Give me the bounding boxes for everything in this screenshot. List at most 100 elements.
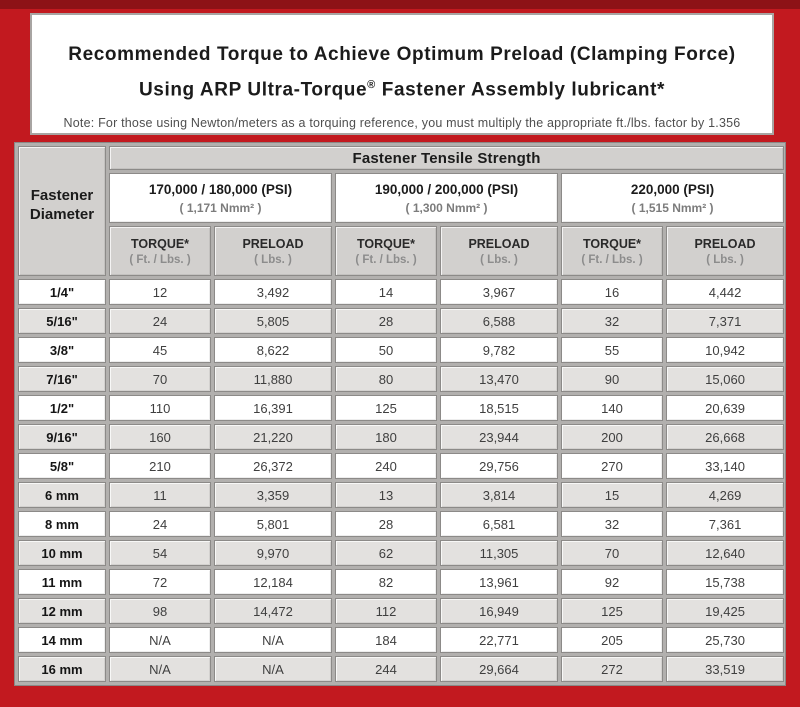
preload-value-cell: 6,588 (440, 308, 558, 334)
preload-value-cell: 29,756 (440, 453, 558, 479)
diameter-cell: 14 mm (18, 627, 106, 653)
diameter-cell: 5/8" (18, 453, 106, 479)
preload-column-header-170: PRELOAD ( Lbs. ) (214, 226, 332, 276)
preload-value-cell: 7,361 (666, 511, 785, 537)
torque-value-cell: 180 (335, 424, 437, 450)
diameter-cell: 5/16" (18, 308, 106, 334)
preload-value-cell: 5,801 (214, 511, 332, 537)
torque-value-cell: N/A (109, 627, 211, 653)
table-row: 11 mm 72 12,184 82 13,961 92 15,738 (18, 569, 785, 595)
torque-value-cell: 14 (335, 279, 437, 305)
diameter-cell: 16 mm (18, 656, 106, 682)
table-row: 1/4" 12 3,492 14 3,967 16 4,442 (18, 279, 785, 305)
torque-value-cell: 70 (561, 540, 663, 566)
page-title-line1: Recommended Torque to Achieve Optimum Pr… (68, 44, 736, 65)
preload-value-cell: 16,949 (440, 598, 558, 624)
torque-value-cell: 244 (335, 656, 437, 682)
table-row: 1/2" 110 16,391 125 18,515 140 20,639 (18, 395, 785, 421)
torque-value-cell: 32 (561, 308, 663, 334)
torque-value-cell: 11 (109, 482, 211, 508)
diameter-cell: 7/16" (18, 366, 106, 392)
torque-column-header-220: TORQUE* ( Ft. / Lbs. ) (561, 226, 663, 276)
top-dark-strip (0, 0, 800, 9)
fastener-diameter-label-line2: Diameter (29, 206, 95, 223)
torque-value-cell: 55 (561, 337, 663, 363)
title-panel: Recommended Torque to Achieve Optimum Pr… (30, 13, 774, 135)
torque-value-cell: 50 (335, 337, 437, 363)
preload-column-header-220: PRELOAD ( Lbs. ) (666, 226, 785, 276)
table-row: 8 mm 24 5,801 28 6,581 32 7,361 (18, 511, 785, 537)
preload-value-cell: 19,425 (666, 598, 785, 624)
torque-value-cell: 80 (335, 366, 437, 392)
preload-value-cell: 18,515 (440, 395, 558, 421)
conversion-note: Note: For those using Newton/meters as a… (63, 116, 741, 131)
preload-value-cell: 3,814 (440, 482, 558, 508)
nmm-label: ( 1,300 Nmm² ) (405, 200, 488, 215)
torque-value-cell: 13 (335, 482, 437, 508)
torque-value-cell: 16 (561, 279, 663, 305)
torque-value-cell: 160 (109, 424, 211, 450)
preload-value-cell: 21,220 (214, 424, 332, 450)
preload-value-cell: 20,639 (666, 395, 785, 421)
preload-value-cell: 16,391 (214, 395, 332, 421)
torque-value-cell: 125 (335, 395, 437, 421)
torque-value-cell: 205 (561, 627, 663, 653)
table-row: 14 mm N/A N/A 184 22,771 205 25,730 (18, 627, 785, 653)
torque-value-cell: 24 (109, 511, 211, 537)
table-row: 12 mm 98 14,472 112 16,949 125 19,425 (18, 598, 785, 624)
torque-value-cell: 15 (561, 482, 663, 508)
preload-value-cell: N/A (214, 656, 332, 682)
preload-value-cell: 22,771 (440, 627, 558, 653)
preload-value-cell: 9,782 (440, 337, 558, 363)
preload-value-cell: 3,492 (214, 279, 332, 305)
title-line2-pre: Using ARP Ultra-Torque (138, 79, 368, 101)
torque-spec-table: Fastener Diameter Fastener Tensile Stren… (15, 143, 787, 685)
torque-column-header-190: TORQUE* ( Ft. / Lbs. ) (335, 226, 437, 276)
diameter-cell: 1/2" (18, 395, 106, 421)
preload-value-cell: 7,371 (666, 308, 785, 334)
torque-value-cell: N/A (109, 656, 211, 682)
table-row: 5/16" 24 5,805 28 6,588 32 7,371 (18, 308, 785, 334)
torque-value-cell: 112 (335, 598, 437, 624)
diameter-cell: 8 mm (18, 511, 106, 537)
preload-value-cell: 15,738 (666, 569, 785, 595)
preload-value-cell: 3,359 (214, 482, 332, 508)
torque-value-cell: 24 (109, 308, 211, 334)
torque-value-cell: 184 (335, 627, 437, 653)
torque-value-cell: 90 (561, 366, 663, 392)
torque-value-cell: 82 (335, 569, 437, 595)
preload-value-cell: 4,442 (666, 279, 785, 305)
diameter-cell: 12 mm (18, 598, 106, 624)
preload-value-cell: 23,944 (440, 424, 558, 450)
diameter-cell: 6 mm (18, 482, 106, 508)
fastener-tensile-strength-header: Fastener Tensile Strength (109, 146, 785, 170)
table-row: 3/8" 45 8,622 50 9,782 55 10,942 (18, 337, 785, 363)
torque-value-cell: 140 (561, 395, 663, 421)
psi-label: 170,000 / 180,000 (PSI) (148, 181, 293, 197)
table-row: 5/8" 210 26,372 240 29,756 270 33,140 (18, 453, 785, 479)
diameter-cell: 11 mm (18, 569, 106, 595)
torque-value-cell: 200 (561, 424, 663, 450)
preload-value-cell: 11,305 (440, 540, 558, 566)
table-row: 7/16" 70 11,880 80 13,470 90 15,060 (18, 366, 785, 392)
torque-value-cell: 28 (335, 308, 437, 334)
preload-value-cell: N/A (214, 627, 332, 653)
nmm-label: ( 1,515 Nmm² ) (631, 200, 714, 215)
torque-column-header-170: TORQUE* ( Ft. / Lbs. ) (109, 226, 211, 276)
torque-value-cell: 70 (109, 366, 211, 392)
torque-value-cell: 272 (561, 656, 663, 682)
header-row-subcolumns: TORQUE* ( Ft. / Lbs. ) PRELOAD ( Lbs. ) … (18, 226, 785, 276)
fastener-diameter-label-line1: Fastener (30, 186, 94, 204)
preload-value-cell: 14,472 (214, 598, 332, 624)
torque-table-panel: Fastener Diameter Fastener Tensile Stren… (14, 142, 786, 686)
preload-value-cell: 12,184 (214, 569, 332, 595)
preload-value-cell: 3,967 (440, 279, 558, 305)
torque-value-cell: 125 (561, 598, 663, 624)
torque-value-cell: 92 (561, 569, 663, 595)
registered-trademark-symbol: ® (367, 79, 376, 91)
torque-value-cell: 32 (561, 511, 663, 537)
page-title-line2: Using ARP Ultra-Torque® Fastener Assembl… (32, 70, 772, 105)
preload-column-header-190: PRELOAD ( Lbs. ) (440, 226, 558, 276)
psi-label: 220,000 (PSI) (630, 181, 715, 197)
torque-value-cell: 62 (335, 540, 437, 566)
